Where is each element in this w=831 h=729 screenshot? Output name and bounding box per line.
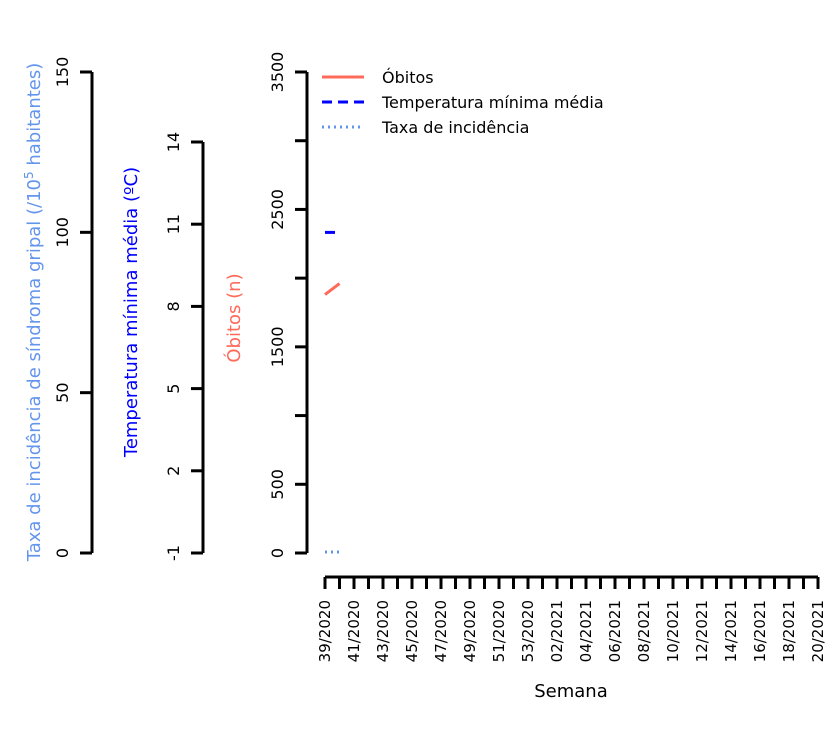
x-tick-label: 43/2020 — [374, 600, 392, 662]
x-tick-label: 39/2020 — [316, 600, 334, 662]
deaths-tick-label: 500 — [268, 469, 287, 500]
legend-label: Temperatura mínima média — [381, 93, 604, 112]
incidence-axis-title: Taxa de incidência de síndroma gripal (/… — [22, 63, 45, 563]
temperature-tick-label: 11 — [164, 214, 183, 234]
series-line-deaths — [324, 282, 341, 296]
deaths-tick-label: 0 — [268, 548, 287, 558]
x-tick-label: 18/2021 — [780, 600, 798, 662]
incidence-tick-label: 0 — [53, 548, 72, 558]
x-tick-label: 04/2021 — [577, 600, 595, 662]
x-tick-label: 47/2020 — [432, 600, 450, 662]
x-tick-label: 51/2020 — [490, 600, 508, 662]
x-tick-label: 14/2021 — [722, 600, 740, 662]
x-tick-label: 06/2021 — [606, 600, 624, 662]
deaths-tick-label: 1500 — [268, 326, 287, 367]
x-tick-label: 41/2020 — [345, 600, 363, 662]
x-tick-label: 08/2021 — [635, 600, 653, 662]
x-axis-title: Semana — [534, 681, 608, 702]
x-tick-label: 12/2021 — [693, 600, 711, 662]
deaths-tick-label: 3500 — [268, 52, 287, 93]
x-tick-label: 45/2020 — [403, 600, 421, 662]
deaths-axis-title: Óbitos (n) — [223, 273, 245, 362]
incidence-tick-label: 50 — [53, 382, 72, 402]
legend-label: Taxa de incidência — [381, 118, 529, 137]
x-tick-label: 49/2020 — [461, 600, 479, 662]
temperature-tick-label: 5 — [164, 384, 183, 394]
legend-label: Óbitos — [382, 68, 434, 87]
incidence-tick-label: 150 — [53, 57, 72, 88]
deaths-tick-label: 2500 — [268, 189, 287, 230]
x-tick-label: 16/2021 — [751, 600, 769, 662]
x-tick-label: 53/2020 — [519, 600, 537, 662]
incidence-tick-label: 100 — [53, 217, 72, 248]
temperature-tick-label: 2 — [164, 466, 183, 476]
x-tick-label: 10/2021 — [664, 600, 682, 662]
temperature-tick-label: -1 — [164, 545, 183, 561]
x-tick-label: 20/2021 — [809, 600, 827, 662]
temperature-tick-label: 14 — [164, 132, 183, 152]
temperature-axis-title: Temperatura mínima média (ºC) — [121, 167, 142, 458]
x-tick-label: 02/2021 — [548, 600, 566, 662]
temperature-tick-label: 8 — [164, 301, 183, 311]
